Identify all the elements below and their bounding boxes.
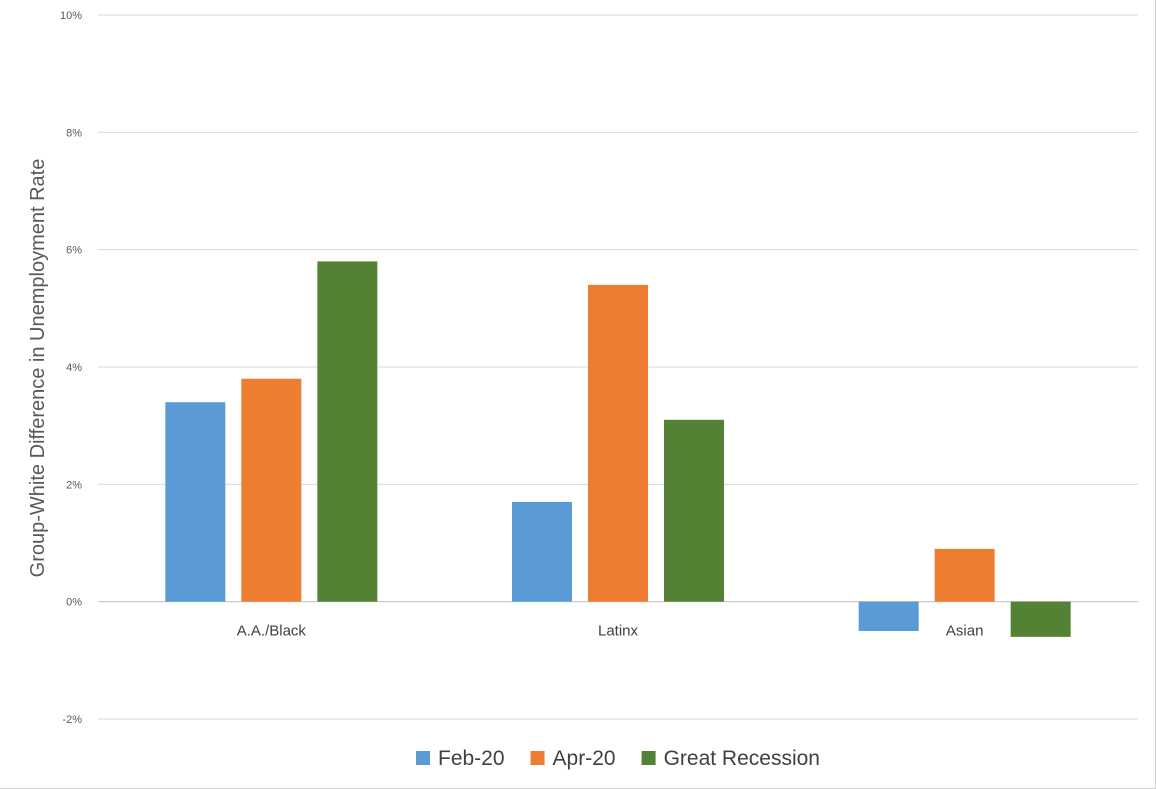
legend-label: Great Recession xyxy=(664,747,820,770)
y-tick-label: 8% xyxy=(66,127,82,139)
y-tick-label: 2% xyxy=(66,479,82,491)
category-label: Asian xyxy=(946,623,984,640)
y-tick-label: 6% xyxy=(66,245,82,257)
category-label: A.A./Black xyxy=(237,623,307,640)
category-label: Latinx xyxy=(598,623,639,640)
bar xyxy=(241,378,302,602)
legend-swatch xyxy=(530,751,545,765)
y-tick-label: -2% xyxy=(62,714,82,726)
y-tick-label: 10% xyxy=(60,10,82,22)
legend-swatch xyxy=(416,751,431,765)
category-labels: A.A./Black Latinx Asian xyxy=(237,623,984,640)
y-tick-label: 0% xyxy=(66,597,82,609)
bar xyxy=(165,402,226,602)
bars xyxy=(165,261,1071,637)
y-axis-tick-labels: -2% 0% 2% 4% 6% 8% 10% xyxy=(60,10,82,726)
bar xyxy=(588,284,648,602)
legend-label: Feb-20 xyxy=(438,747,505,770)
legend-swatch xyxy=(641,751,656,765)
bar xyxy=(664,419,724,602)
y-axis-title: Group-White Difference in Unemployment R… xyxy=(27,159,49,578)
bar xyxy=(1010,601,1071,637)
bar xyxy=(858,601,919,631)
bar xyxy=(512,501,572,602)
bar xyxy=(934,548,995,602)
y-tick-label: 4% xyxy=(66,362,82,374)
bar xyxy=(317,261,378,602)
legend: Feb-20 Apr-20 Great Recession xyxy=(416,747,820,770)
legend-label: Apr-20 xyxy=(553,747,616,770)
